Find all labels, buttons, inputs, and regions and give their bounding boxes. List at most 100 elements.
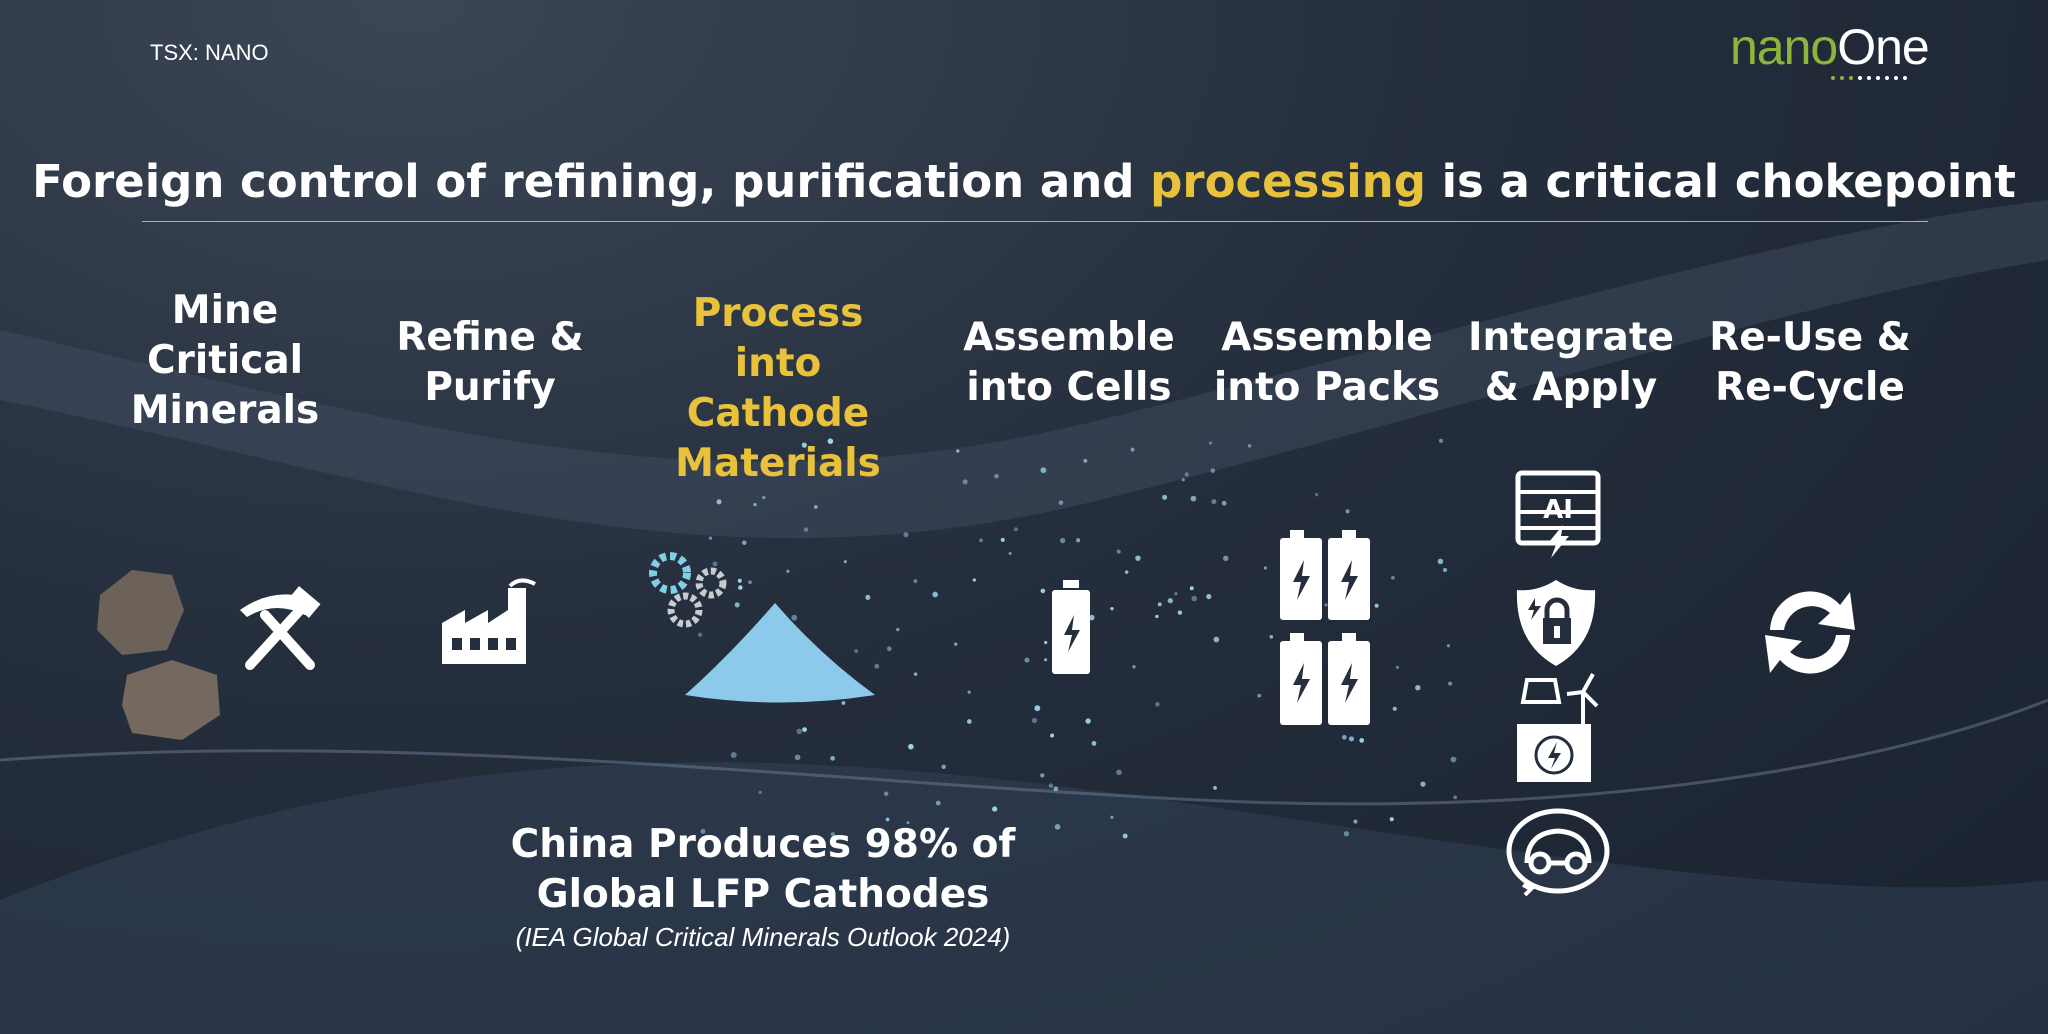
sparkle <box>1342 734 1347 740</box>
sparkle <box>1050 733 1055 738</box>
sparkle <box>1269 634 1274 639</box>
logo-dots <box>1831 76 1907 80</box>
battery-icon <box>1052 580 1090 674</box>
sparkle <box>834 457 841 463</box>
sparkle <box>854 649 859 654</box>
sparkle <box>1040 588 1046 594</box>
ticker-symbol: TSX: NANO <box>150 40 269 65</box>
sparkle <box>829 453 834 457</box>
sparkle <box>1389 817 1394 822</box>
sparkle <box>1374 603 1379 608</box>
sparkle <box>1190 495 1197 502</box>
sparkle <box>1013 527 1018 532</box>
sparkle <box>1162 494 1168 500</box>
sparkle <box>1247 444 1252 448</box>
sparkle <box>886 646 892 652</box>
sparkle <box>700 828 706 834</box>
sparkle <box>786 569 790 573</box>
sparkle <box>843 560 847 564</box>
sparkle <box>1088 614 1095 621</box>
rock-icon <box>97 570 220 740</box>
sparkle <box>1024 657 1030 663</box>
recycle-icon <box>1765 591 1855 674</box>
svg-text:AI: AI <box>1543 495 1573 525</box>
sparkle <box>1083 458 1088 463</box>
sparkle <box>737 578 742 583</box>
sparkle <box>1189 586 1194 591</box>
sparkle <box>794 754 801 761</box>
sparkle <box>716 499 722 505</box>
step-refine: Refine & Purify <box>396 315 584 410</box>
sparkle <box>883 791 889 796</box>
sparkle <box>1223 555 1229 562</box>
sparkle <box>791 614 798 621</box>
sparkle <box>1211 499 1217 505</box>
sparkle <box>1054 823 1061 830</box>
sparkle <box>1116 769 1122 776</box>
sparkle <box>967 690 971 694</box>
sparkle <box>972 578 976 582</box>
gears-icon <box>649 552 727 628</box>
sparkle <box>708 536 713 540</box>
slide-title: Foreign control of refining, purificatio… <box>32 155 2016 208</box>
sparkle <box>748 580 752 585</box>
sparkle <box>712 561 718 567</box>
sparkle <box>1353 819 1358 824</box>
sparkle <box>903 532 909 538</box>
ai-server-icon: AI <box>1515 470 1601 558</box>
sparkle <box>1213 636 1220 643</box>
sparkle <box>830 756 835 761</box>
sparkle <box>1076 538 1081 543</box>
sparkle <box>1110 606 1114 611</box>
sparkle <box>1132 665 1136 669</box>
sparkle <box>908 743 914 750</box>
sparkle <box>801 442 807 448</box>
sparkle <box>1157 602 1162 607</box>
sparkle <box>1442 567 1448 573</box>
sparkle <box>956 449 960 453</box>
sparkle <box>1053 786 1059 792</box>
sparkle <box>1155 614 1159 619</box>
sparkle <box>954 642 958 646</box>
powder-pile-icon <box>685 603 875 703</box>
sparkle <box>1085 718 1091 724</box>
step-cells: Assemble into Cells <box>963 315 1175 410</box>
china-stat: China Produces 98% of Global LFP Cathodes <box>510 822 1016 917</box>
renewable-storage-icon <box>1517 673 1599 782</box>
sparkle <box>734 602 740 608</box>
sparkle <box>979 538 983 543</box>
sparkle <box>1359 738 1365 743</box>
sparkle <box>865 594 871 600</box>
sparkle <box>1177 610 1183 615</box>
sparkle <box>1122 833 1128 839</box>
sparkle <box>1034 705 1041 712</box>
sparkle <box>1221 500 1227 506</box>
sparkle <box>874 663 880 669</box>
sparkle <box>1213 785 1217 790</box>
sparkle <box>1392 706 1397 711</box>
sparkle <box>803 527 809 532</box>
sparkle <box>1263 566 1267 570</box>
sparkle <box>935 800 941 806</box>
sparkle <box>1008 552 1012 556</box>
sparkle <box>1044 640 1048 645</box>
sparkle <box>913 579 918 584</box>
sparkle <box>1343 831 1350 837</box>
sparkle <box>1453 795 1457 800</box>
step-recycle: Re-Use & Re-Cycle <box>1709 315 1911 410</box>
sparkle <box>697 632 703 638</box>
sparkle <box>1208 441 1212 445</box>
sparkle <box>1191 595 1197 602</box>
hammer-pick-icon <box>240 586 321 670</box>
sparkle <box>1439 438 1443 443</box>
sparkle <box>1135 555 1141 561</box>
sparkle <box>1450 756 1457 763</box>
sparkle <box>1116 549 1121 554</box>
sparkle <box>1345 509 1350 514</box>
sparkle <box>1437 558 1444 565</box>
step-packs: Assemble into Packs <box>1213 315 1441 410</box>
sparkle <box>913 672 918 676</box>
sparkle <box>802 727 807 732</box>
sparkle <box>1184 472 1189 477</box>
source-citation: (IEA Global Critical Minerals Outlook 20… <box>515 922 1011 952</box>
